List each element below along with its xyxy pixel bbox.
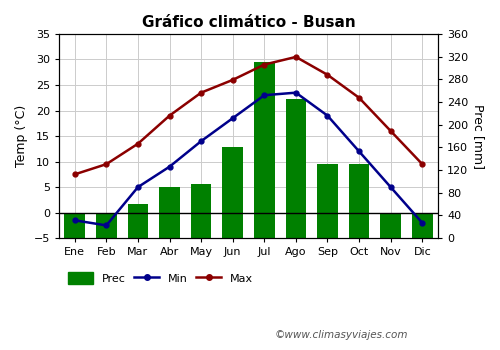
Legend: Prec, Min, Max: Prec, Min, Max	[68, 272, 253, 284]
Bar	[286, 99, 306, 238]
Bar	[160, 187, 180, 238]
Y-axis label: Prec [mm]: Prec [mm]	[472, 104, 485, 169]
Y-axis label: Temp (°C): Temp (°C)	[15, 105, 28, 167]
Title: Gráfico climático - Busan: Gráfico climático - Busan	[142, 15, 356, 30]
Bar	[64, 213, 85, 238]
Bar	[317, 164, 338, 238]
Text: ©www.climasyviajes.com: ©www.climasyviajes.com	[275, 330, 408, 340]
Bar	[412, 213, 432, 238]
Bar	[349, 164, 370, 238]
Bar	[254, 62, 274, 238]
Bar	[96, 213, 116, 238]
Bar	[380, 213, 401, 238]
Bar	[191, 184, 212, 238]
Bar	[222, 147, 243, 238]
Bar	[128, 204, 148, 238]
